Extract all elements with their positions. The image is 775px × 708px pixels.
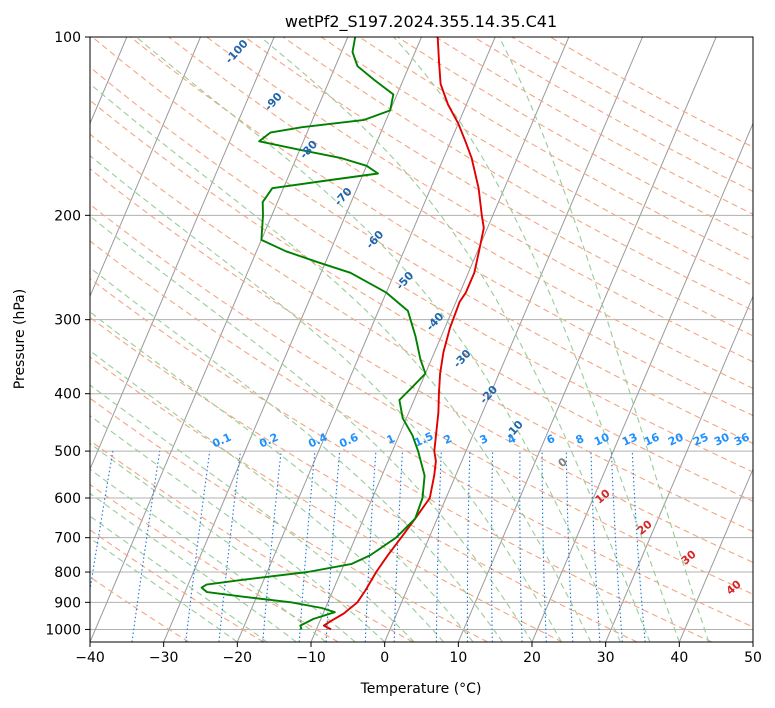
dry-adiabat-line bbox=[90, 240, 753, 628]
moist-adiabat-line bbox=[90, 384, 415, 642]
y-tick-label: 900 bbox=[54, 595, 81, 611]
moist-adiabat-line bbox=[90, 515, 268, 642]
x-tick-label: 0 bbox=[380, 650, 389, 666]
mixing-ratio-label: 13 bbox=[620, 430, 639, 448]
y-tick-label: 500 bbox=[54, 444, 81, 460]
x-axis-ticks: −40 −30 −20 −10 0 10 20 30 40 50 bbox=[75, 642, 762, 666]
mixing-ratio-label: 10 bbox=[592, 430, 612, 448]
mixing-ratio-line bbox=[185, 451, 211, 642]
dry-adiabat-line bbox=[90, 99, 753, 503]
moist-adiabat-line bbox=[498, 37, 710, 642]
mixing-ratio-line bbox=[631, 451, 646, 642]
mixing-ratio-label: 20 bbox=[666, 430, 686, 448]
moist-adiabat-line bbox=[90, 492, 297, 642]
moist-adiabat-line bbox=[90, 266, 503, 642]
isotherm-line bbox=[90, 37, 201, 298]
x-tick-label: 50 bbox=[744, 650, 762, 666]
x-tick-label: 20 bbox=[523, 650, 541, 666]
moist-adiabat-line bbox=[90, 537, 238, 642]
dry-adiabat-line bbox=[244, 37, 753, 337]
mixing-ratio-label: 30 bbox=[712, 430, 732, 448]
profile-lines bbox=[200, 37, 485, 631]
moist-adiabat-line bbox=[135, 37, 621, 642]
isotherm-line bbox=[384, 37, 643, 642]
x-tick-label: −40 bbox=[75, 650, 105, 666]
x-tick-label: 30 bbox=[597, 650, 615, 666]
plot-frame bbox=[89, 36, 754, 643]
dewpoint-line bbox=[200, 37, 427, 630]
background-lines bbox=[90, 37, 753, 642]
dry-adiabat-line bbox=[90, 316, 638, 642]
y-tick-label: 100 bbox=[54, 30, 81, 46]
isotherm-line bbox=[90, 37, 349, 642]
x-tick-label: 10 bbox=[449, 650, 467, 666]
moist-adiabat-line bbox=[393, 37, 680, 642]
dry-adiabat-line bbox=[91, 37, 753, 445]
moist-adiabat-line bbox=[90, 468, 327, 642]
moist-adiabat-line bbox=[90, 350, 445, 642]
isotherm-line bbox=[236, 37, 496, 642]
isotherm-line bbox=[163, 37, 422, 642]
y-tick-label: 1000 bbox=[45, 622, 81, 638]
y-tick-label: 200 bbox=[54, 208, 81, 224]
dry-adiabat-line bbox=[90, 203, 753, 595]
mixing-ratio-line bbox=[90, 451, 114, 594]
isotherm-line bbox=[752, 640, 753, 642]
y-axis-ticks: 100 200 300 400 500 600 700 800 900 1000 bbox=[45, 30, 90, 638]
x-axis-label: Temperature (°C) bbox=[360, 681, 482, 697]
temperature-line bbox=[322, 37, 485, 631]
dry-adiabat-line bbox=[90, 356, 563, 642]
moist-adiabat-line bbox=[90, 311, 474, 642]
mixing-ratio-label: 25 bbox=[691, 430, 710, 448]
dry-adiabat-line bbox=[90, 168, 753, 564]
y-tick-label: 700 bbox=[54, 531, 81, 547]
isotherm-line bbox=[605, 295, 753, 642]
mixing-ratio-line bbox=[218, 451, 242, 642]
y-tick-label: 300 bbox=[54, 313, 81, 329]
moist-adiabat-line bbox=[90, 155, 562, 642]
x-tick-label: −20 bbox=[223, 650, 253, 666]
mixing-ratio-line bbox=[131, 451, 161, 642]
x-tick-label: 40 bbox=[670, 650, 688, 666]
dry-adiabat-line bbox=[130, 37, 753, 417]
y-axis-label: Pressure (hPa) bbox=[12, 289, 28, 389]
dry-adiabat-line bbox=[168, 37, 753, 390]
mixing-ratio-line bbox=[298, 451, 316, 642]
dry-adiabat-line bbox=[90, 277, 712, 642]
moist-adiabat-line bbox=[260, 37, 651, 642]
mixing-ratio-label: 16 bbox=[642, 430, 662, 448]
y-tick-label: 600 bbox=[54, 491, 81, 507]
moist-adiabat-line bbox=[90, 215, 533, 642]
x-tick-label: −10 bbox=[296, 650, 326, 666]
isotherm-line bbox=[457, 37, 717, 642]
dry-adiabat-line bbox=[282, 37, 753, 312]
chart-title: wetPf2_S197.2024.355.14.35.C41 bbox=[285, 12, 557, 32]
y-tick-label: 800 bbox=[54, 565, 81, 581]
mixing-ratio-line bbox=[262, 451, 282, 642]
isotherm-line bbox=[678, 467, 753, 642]
moist-adiabat-line bbox=[90, 414, 386, 642]
y-tick-label: 400 bbox=[54, 387, 81, 403]
mixing-ratio-label: 36 bbox=[732, 430, 752, 448]
x-tick-label: −30 bbox=[149, 650, 179, 666]
plot-background bbox=[90, 37, 753, 642]
isotherm-line bbox=[90, 37, 275, 471]
dry-adiabat-line bbox=[90, 529, 264, 642]
